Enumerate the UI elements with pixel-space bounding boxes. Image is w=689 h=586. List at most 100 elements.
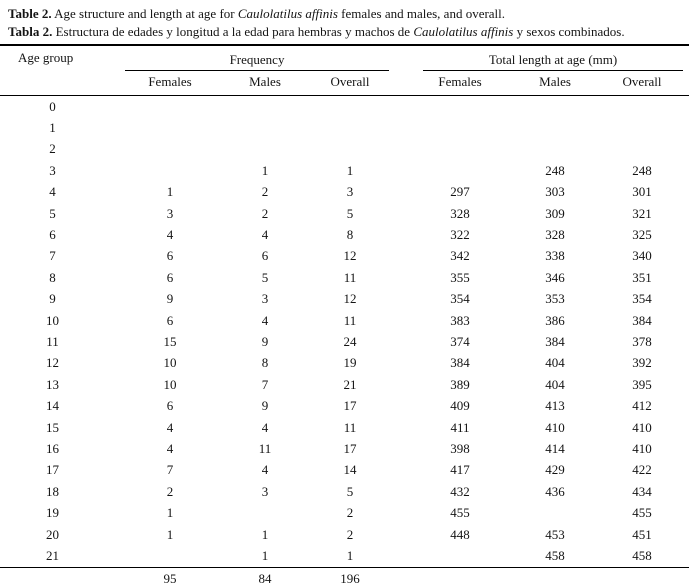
cell-freq-females: 1: [166, 505, 174, 521]
cell-len-overall: 458: [632, 547, 652, 563]
cell-len-males: 413: [545, 398, 565, 414]
cell-len-females: 432: [450, 483, 470, 499]
cell-age: 10: [46, 312, 59, 328]
cell-freq-females: 3: [166, 205, 174, 221]
cell-freq-overall: 21: [343, 376, 357, 392]
frequency-group-cell: Frequency: [105, 45, 405, 71]
cell-freq-overall: 11: [343, 419, 357, 435]
table-row: 17 7 4 14 417 429 422: [0, 460, 689, 481]
cell-age: 20: [46, 526, 59, 542]
cell-freq-males: 9: [261, 333, 269, 349]
cell-freq-females: 6: [166, 398, 174, 414]
group-header-row: Age group Frequency Total length at age …: [0, 45, 689, 71]
cell-age: 2: [49, 141, 56, 157]
age-structure-table: Age group Frequency Total length at age …: [0, 44, 689, 586]
cell-len-males: 404: [545, 355, 565, 371]
cell-len-females: 448: [450, 526, 470, 542]
cell-len-males: [515, 502, 595, 523]
caption-es-label: Tabla 2.: [8, 24, 53, 39]
cell-freq-males: [235, 502, 295, 523]
cell-freq-females: 9: [166, 291, 174, 307]
cell-freq-overall: 11: [343, 269, 357, 285]
cell-len-females: 383: [450, 312, 470, 328]
cell-len-overall: 321: [632, 205, 652, 221]
cell-freq-males: 4: [261, 227, 269, 243]
cell-age: 0: [49, 98, 56, 114]
length-group-cell: Total length at age (mm): [405, 45, 689, 71]
cell-age: 4: [49, 184, 56, 200]
cell-freq-overall: 1: [346, 547, 354, 563]
cell-freq-females: [105, 117, 235, 138]
caption-es-text: Estructura de edades y longitud a la eda…: [52, 24, 414, 39]
cell-len-females: 398: [450, 440, 470, 456]
table-row: 9 9 3 12 354 353 354: [0, 289, 689, 310]
cell-len-overall: 301: [632, 184, 652, 200]
table-body: 0 1 2 3 1 1 248 248 4 1 2 3 297 303 301 5 3 2 5 328 309 321 6 4…: [0, 96, 689, 568]
cell-len-males: 303: [545, 184, 565, 200]
cell-freq-overall: 11: [343, 312, 357, 328]
cell-freq-males: 2: [261, 184, 269, 200]
caption-en-label: Table 2.: [8, 6, 52, 21]
table-row: 11 15 9 24 374 384 378: [0, 331, 689, 352]
cell-freq-overall: 17: [343, 398, 357, 414]
cell-freq-overall: [295, 117, 405, 138]
cell-freq-overall: [295, 96, 405, 118]
cell-freq-overall: 2: [346, 526, 354, 542]
age-group-header: Age group: [18, 50, 74, 65]
table-row: 14 6 9 17 409 413 412: [0, 395, 689, 416]
totals-len-females: [405, 567, 515, 586]
cell-age: 17: [46, 462, 59, 478]
table-row: 19 1 2 455 455: [0, 502, 689, 523]
cell-age: 6: [49, 227, 56, 243]
cell-age: 21: [46, 547, 59, 563]
totals-row: 95 84 196: [0, 567, 689, 586]
cell-freq-females: 4: [166, 440, 174, 456]
cell-age: 9: [49, 291, 56, 307]
cell-freq-overall: 2: [346, 505, 354, 521]
cell-len-overall: 422: [632, 462, 652, 478]
cell-len-males: 346: [545, 269, 565, 285]
cell-age: 3: [49, 162, 56, 178]
cell-len-overall: [595, 96, 689, 118]
caption-spanish: Tabla 2. Estructura de edades y longitud…: [8, 23, 685, 41]
cell-len-overall: 451: [632, 526, 652, 542]
caption-en-text: Age structure and length at age for: [51, 6, 238, 21]
cell-freq-overall: 1: [346, 162, 354, 178]
cell-freq-overall: 24: [343, 333, 357, 349]
cell-len-females: 384: [450, 355, 470, 371]
cell-len-males: 429: [545, 462, 565, 478]
cell-len-females: 455: [450, 505, 470, 521]
cell-freq-overall: 3: [346, 184, 354, 200]
cell-len-overall: [595, 117, 689, 138]
table-row: 3 1 1 248 248: [0, 160, 689, 181]
cell-freq-females: 6: [166, 269, 174, 285]
cell-age: 13: [46, 376, 59, 392]
cell-freq-females: 1: [166, 526, 174, 542]
cell-len-females: [405, 117, 515, 138]
len-overall-header: Overall: [622, 73, 662, 89]
caption-es-species: Caulolatilus affinis: [413, 24, 514, 39]
cell-age: 18: [46, 483, 59, 499]
caption-en-rest: females and males, and overall.: [337, 6, 506, 21]
table-header: Age group Frequency Total length at age …: [0, 45, 689, 96]
cell-freq-males: [235, 96, 295, 118]
cell-freq-males: 3: [261, 483, 269, 499]
frequency-group-header: Frequency: [125, 52, 390, 71]
table-row: 16 4 11 17 398 414 410: [0, 438, 689, 459]
cell-freq-females: 1: [166, 184, 174, 200]
cell-freq-males: 2: [261, 205, 269, 221]
cell-freq-males: 4: [261, 312, 269, 328]
cell-len-females: [405, 160, 515, 181]
cell-freq-males: 8: [261, 355, 269, 371]
cell-freq-males: 7: [261, 376, 269, 392]
cell-len-males: 404: [545, 376, 565, 392]
cell-len-females: 389: [450, 376, 470, 392]
cell-freq-females: 10: [163, 355, 177, 371]
totals-age-cell: [0, 567, 105, 586]
totals-len-overall: [595, 567, 689, 586]
table-row: 12 10 8 19 384 404 392: [0, 353, 689, 374]
totals-freq-overall: 196: [340, 570, 360, 586]
table-row: 10 6 4 11 383 386 384: [0, 310, 689, 331]
cell-len-males: 458: [545, 547, 565, 563]
